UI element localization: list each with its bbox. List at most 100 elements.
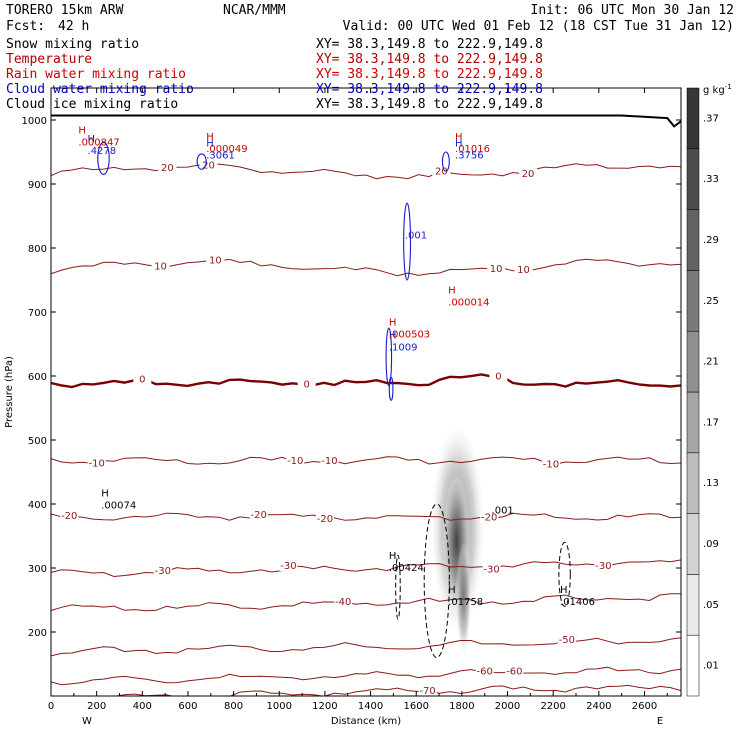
- temp-label-bg: [320, 455, 339, 467]
- cloud-water-contours: .001: [97, 141, 450, 401]
- colorbar-tick-label: .09: [703, 539, 719, 550]
- temp-label-bg: [487, 262, 506, 274]
- temp-contour--30: [51, 559, 681, 578]
- temp-label: -20: [481, 513, 497, 524]
- cloud-water-high: H: [389, 330, 397, 341]
- temp-label-bg: [489, 370, 508, 382]
- temp-label-bg: [158, 162, 177, 174]
- temp-label: 20: [161, 163, 174, 174]
- plot-frame: [50, 87, 682, 697]
- x-tick-label: 1800: [449, 701, 474, 712]
- colorbar-swatch: [686, 330, 700, 393]
- temp-label: 10: [490, 264, 503, 275]
- x-tick-label: 600: [178, 701, 197, 712]
- colorbar-tick-label: .05: [703, 600, 719, 611]
- colorbar-swatch: [686, 148, 700, 210]
- temp-label-bg: [514, 264, 533, 276]
- y-tick-label: 600: [28, 372, 47, 383]
- temp-contour--70: [113, 684, 681, 696]
- temp-label: 0: [495, 371, 501, 382]
- temp-label-bg: [418, 685, 437, 696]
- snow-shade-tail: [455, 543, 472, 664]
- colorbar-tick-label: .37: [703, 113, 719, 124]
- temp-contour-0: [51, 373, 681, 389]
- colorbar: .01 .05 .09 .13 .17 .21 .25 .29 .33 .37: [686, 87, 719, 697]
- cloud-ice-contours: .001: [395, 503, 571, 659]
- ice-high: H: [101, 488, 109, 499]
- y-tick-label: 400: [28, 500, 47, 511]
- colorbar-swatch: [686, 513, 700, 575]
- ice-max-value: .00074: [101, 500, 136, 511]
- plot-area: -70-70-60 -60-50-40-30 -30 -30 -30-20 -20 -20-…: [51, 114, 681, 696]
- x-tick-label: 2200: [540, 701, 565, 712]
- temp-label-bg: [133, 373, 152, 385]
- temp-contour--20: [51, 512, 681, 521]
- field-name: Cloud water mixing ratio: [6, 82, 194, 97]
- temp-label: -10: [543, 459, 559, 470]
- temp-label: 20: [435, 167, 448, 178]
- center-label: NCAR/MMM: [223, 3, 286, 18]
- init-time: Init: 06 UTC Mon 30 Jan 12: [531, 3, 735, 18]
- temp-label-bg: [505, 665, 524, 677]
- ice-max-value: .01758: [448, 597, 483, 608]
- valid-time: Valid: 00 UTC Wed 01 Feb 12 (18 CST Tue …: [343, 19, 734, 34]
- colorbar-tick-label: .01: [703, 661, 719, 672]
- west-label: W: [82, 716, 92, 727]
- temp-label-bg: [199, 159, 218, 171]
- colorbar-swatch: [686, 452, 700, 514]
- temp-label: -20: [61, 511, 77, 522]
- temp-label-bg: [153, 564, 172, 576]
- cloud-water-max-value: .4278: [88, 146, 117, 157]
- fcst-value: 42 h: [58, 19, 89, 34]
- temp-contour-20: [51, 163, 681, 180]
- colorbar-swatch: [686, 634, 700, 697]
- cloud-water-contour-3: [97, 141, 110, 175]
- cloud-water-high: H: [455, 138, 463, 149]
- temp-label-bg: [279, 559, 298, 571]
- y-tick-label: 500: [28, 436, 47, 447]
- x-tick-label: 0: [48, 701, 54, 712]
- rain-max-value: .000847: [78, 138, 119, 149]
- cloud-water-max-value: .3061: [206, 150, 235, 161]
- field-name: Temperature: [6, 52, 92, 67]
- field-xy: XY= 38.3,149.8 to 222.9,149.8: [316, 67, 543, 82]
- temp-label: 10: [154, 261, 167, 272]
- temp-label-bg: [60, 510, 79, 522]
- y-tick-label: 300: [28, 564, 47, 575]
- cloud-water-max-value: .1009: [389, 342, 418, 353]
- cloud-water-max-value: .3756: [455, 150, 484, 161]
- x-tick-label: 1600: [403, 701, 428, 712]
- temp-label-bg: [87, 457, 106, 469]
- temp-label: -10: [88, 458, 104, 469]
- ice-contour-1: [395, 554, 401, 620]
- rain-max-value: .000049: [206, 144, 247, 155]
- temp-label: -60: [506, 667, 522, 678]
- rain-max-value: .01016: [455, 144, 490, 155]
- x-tick-label: 2000: [495, 701, 520, 712]
- temp-label: -20: [251, 510, 267, 521]
- colorbar-tick-label: .17: [703, 417, 719, 428]
- temp-label-bg: [594, 559, 613, 571]
- temp-label-bg: [78, 694, 97, 696]
- colorbar-tick-label: .21: [703, 357, 719, 368]
- ice-contour-0: [423, 503, 450, 659]
- rain-high: H: [455, 132, 463, 143]
- field-xy: XY= 38.3,149.8 to 222.9,149.8: [316, 37, 543, 52]
- field-name: Cloud ice mixing ratio: [6, 97, 178, 112]
- rain-high: H: [448, 286, 456, 297]
- colorbar-tick-label: .29: [703, 235, 719, 246]
- temp-label: -30: [483, 565, 499, 576]
- temp-label: -60: [477, 667, 493, 678]
- terrain-line: [51, 114, 681, 128]
- ice-high: H: [448, 585, 456, 596]
- axes: 0 200 400 600 800 1000 1200 1400 1600 1800 2000 220…: [22, 88, 681, 712]
- temp-label-bg: [315, 513, 334, 525]
- x-tick-label: 1000: [267, 701, 292, 712]
- colorbar-swatch: [686, 209, 700, 271]
- rain-max-value: .000503: [389, 330, 430, 341]
- fcst-label: Fcst:: [6, 19, 45, 34]
- temp-label: -50: [559, 635, 575, 646]
- colorbar-swatch: [686, 391, 700, 454]
- temp-label-bg: [557, 633, 576, 645]
